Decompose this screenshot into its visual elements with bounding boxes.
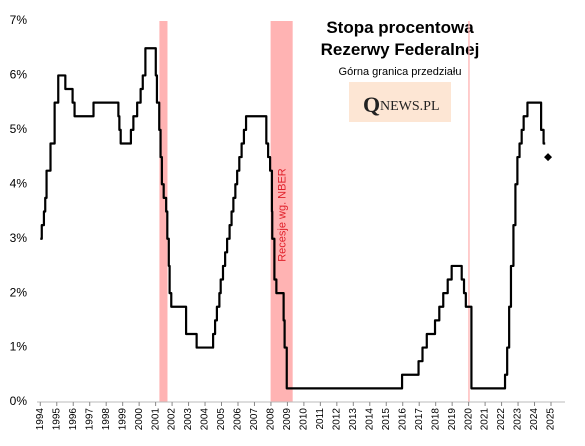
x-tick-label: 2011: [315, 408, 326, 430]
annotation: Recesje wg. NBER: [277, 168, 289, 262]
x-tick-label: 2022: [496, 408, 507, 431]
x-tick-label: 1998: [101, 408, 112, 431]
x-tick-label: 2009: [282, 408, 293, 431]
x-tick-label: 2013: [348, 408, 359, 431]
rate-line: [40, 47, 546, 390]
x-tick-label: 2002: [167, 408, 178, 431]
x-tick-label: 2001: [150, 408, 161, 431]
x-tick-label: 2019: [447, 408, 458, 431]
x-tick-label: 2003: [183, 408, 194, 431]
y-tick-label: 7%: [10, 13, 28, 27]
x-tick-label: 2012: [331, 408, 342, 431]
y-tick-label: 0%: [10, 394, 28, 408]
chart-subtitle: Górna granica przedziału: [339, 66, 462, 78]
x-tick-label: 2005: [216, 408, 227, 431]
x-tick-label: 2023: [513, 408, 524, 431]
chart-title: Stopa procentowa: [326, 18, 474, 37]
chart-title: Rezerwy Federalnej: [321, 40, 480, 59]
x-tick-label: 2020: [463, 408, 474, 431]
x-tick-label: 1999: [117, 408, 128, 431]
y-tick-label: 6%: [10, 68, 28, 82]
x-tick-label: 1996: [68, 408, 79, 431]
logo: NEWS.PL: [380, 99, 440, 114]
x-tick-label: 2007: [249, 408, 260, 431]
y-tick-label: 3%: [10, 231, 28, 245]
x-tick-label: 1997: [84, 408, 95, 431]
x-tick-label: 2016: [397, 408, 408, 431]
recession-band: [159, 21, 168, 402]
y-tick-label: 2%: [10, 285, 28, 299]
x-tick-label: 1995: [51, 408, 62, 431]
recession-band: [468, 21, 470, 402]
y-tick-label: 5%: [10, 122, 28, 136]
x-tick-label: 2000: [134, 408, 145, 431]
x-tick-label: 2021: [480, 408, 491, 431]
x-tick-label: 2004: [200, 408, 211, 431]
logo: Q: [363, 92, 380, 117]
x-tick-label: 2015: [381, 408, 392, 431]
x-tick-label: 1994: [35, 408, 46, 431]
x-tick-label: 2024: [529, 408, 540, 431]
x-tick-label: 2017: [414, 408, 425, 431]
x-tick-label: 2014: [364, 408, 375, 431]
y-tick-label: 4%: [10, 176, 28, 190]
y-tick-label: 1%: [10, 340, 28, 354]
x-tick-label: 2018: [430, 408, 441, 431]
x-tick-label: 2008: [266, 408, 277, 431]
x-tick-label: 2006: [233, 408, 244, 431]
marker: [544, 153, 553, 162]
x-tick-label: 2010: [299, 408, 310, 431]
x-tick-label: 2025: [546, 408, 557, 431]
recession-band: [270, 21, 293, 402]
logo-box: [349, 82, 451, 122]
